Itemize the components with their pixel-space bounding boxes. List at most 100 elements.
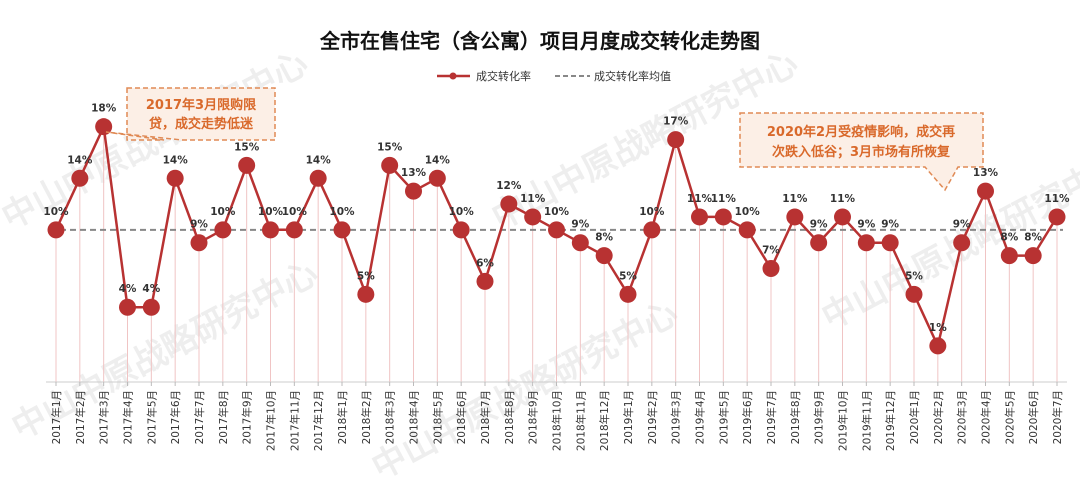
x-tick-label-4: 2017年4月 — [122, 390, 135, 444]
x-tick-label-7: 2017年7月 — [193, 390, 206, 444]
data-point-8 — [214, 221, 232, 239]
x-tick-label-21: 2018年9月 — [527, 390, 540, 444]
data-label-32: 11% — [782, 193, 808, 205]
x-tick-label-39: 2020年3月 — [956, 390, 969, 444]
x-tick-label-29: 2019年5月 — [717, 390, 730, 444]
x-tick-label-43: 2020年7月 — [1051, 390, 1064, 444]
data-label-5: 4% — [142, 283, 160, 295]
data-label-41: 8% — [1000, 232, 1018, 244]
data-label-38: 1% — [929, 322, 947, 334]
callout-2020-line1: 2020年2月受疫情影响，成交再 — [767, 124, 955, 140]
data-label-11: 10% — [282, 206, 308, 218]
data-label-43: 11% — [1044, 193, 1070, 205]
x-tick-labels: 2017年1月 2017年2月 2017年3月 2017年4月 2017年5月 2017年… — [50, 390, 1064, 451]
data-label-2: 14% — [67, 154, 93, 166]
data-point-15 — [381, 156, 399, 174]
data-label-22: 10% — [544, 206, 570, 218]
legend: 成交转化率 成交转化率均值 — [437, 69, 671, 83]
data-point-38 — [929, 337, 947, 355]
data-label-42: 8% — [1024, 232, 1042, 244]
x-tick-label-6: 2017年6月 — [169, 390, 182, 444]
data-label-34: 11% — [830, 193, 856, 205]
x-tick-label-3: 2017年3月 — [98, 390, 111, 444]
x-tick-label-35: 2019年11月 — [860, 390, 873, 451]
x-tick-label-11: 2017年11月 — [288, 390, 301, 451]
data-point-2 — [71, 169, 89, 187]
data-label-10: 10% — [258, 206, 284, 218]
data-label-9: 15% — [234, 141, 260, 153]
x-tick-label-9: 2017年9月 — [241, 390, 254, 444]
data-label-35: 9% — [857, 219, 875, 231]
data-label-18: 10% — [449, 206, 475, 218]
data-point-14 — [357, 285, 375, 303]
data-point-9 — [238, 156, 256, 174]
data-point-23 — [571, 234, 589, 252]
x-tick-label-36: 2019年12月 — [884, 390, 897, 451]
data-point-19 — [476, 272, 494, 290]
data-label-8: 10% — [210, 206, 236, 218]
data-point-32 — [786, 208, 804, 226]
data-label-14: 5% — [357, 270, 375, 282]
data-point-11 — [285, 221, 303, 239]
data-point-26 — [643, 221, 661, 239]
data-label-21: 11% — [520, 193, 546, 205]
data-point-7 — [190, 234, 208, 252]
data-label-6: 14% — [163, 154, 189, 166]
data-label-3: 18% — [91, 103, 117, 115]
data-label-31: 7% — [762, 245, 780, 257]
x-axis — [46, 381, 1067, 386]
data-label-13: 10% — [329, 206, 355, 218]
data-point-5 — [142, 298, 160, 316]
x-tick-label-14: 2018年2月 — [360, 390, 373, 444]
x-tick-label-32: 2019年8月 — [789, 390, 802, 444]
callout-2017-line1: 2017年3月限购限 — [146, 97, 257, 113]
data-point-42 — [1024, 247, 1042, 265]
data-point-27 — [667, 131, 685, 149]
x-tick-label-42: 2020年6月 — [1027, 390, 1040, 444]
data-point-3 — [95, 118, 113, 136]
data-point-33 — [810, 234, 828, 252]
data-point-18 — [452, 221, 470, 239]
x-tick-label-26: 2019年2月 — [646, 390, 659, 444]
x-tick-label-30: 2019年6月 — [741, 390, 754, 444]
data-label-12: 14% — [306, 154, 332, 166]
data-point-36 — [881, 234, 899, 252]
x-tick-label-1: 2017年1月 — [50, 390, 63, 444]
data-point-13 — [333, 221, 351, 239]
data-point-21 — [524, 208, 542, 226]
data-labels: 10%14%18%4% 4%14%9%10%15%10%10%14%10%5%15… — [43, 103, 1070, 334]
x-tick-label-40: 2020年4月 — [980, 390, 993, 444]
data-label-25: 5% — [619, 270, 637, 282]
droplines — [55, 126, 1058, 382]
x-tick-label-5: 2017年5月 — [145, 390, 158, 444]
chart-title: 全市在售住宅（含公寓）项目月度成交转化走势图 — [319, 29, 760, 53]
data-point-24 — [595, 247, 613, 265]
callout-2017-line2: 贷，成交走势低迷 — [149, 116, 254, 132]
x-tick-label-13: 2018年1月 — [336, 390, 349, 444]
data-label-36: 9% — [881, 219, 899, 231]
data-points — [47, 118, 1066, 355]
data-label-28: 11% — [687, 193, 713, 205]
legend-label-rate: 成交转化率 — [476, 69, 531, 83]
data-label-24: 8% — [595, 232, 613, 244]
data-label-17: 14% — [425, 154, 451, 166]
data-label-33: 9% — [810, 219, 828, 231]
data-point-29 — [714, 208, 732, 226]
data-label-16: 13% — [401, 167, 427, 179]
legend-marker-swatch — [449, 72, 457, 80]
data-point-40 — [977, 182, 994, 200]
data-point-4 — [119, 298, 136, 316]
data-label-27: 17% — [663, 116, 689, 128]
data-point-1 — [47, 221, 65, 239]
callout-2020: 2020年2月受疫情影响，成交再 次跌入低谷；3月市场有所恢复 — [739, 112, 984, 192]
data-label-39: 9% — [953, 219, 971, 231]
data-point-10 — [262, 221, 279, 239]
data-label-15: 15% — [377, 141, 403, 153]
x-tick-label-19: 2018年7月 — [479, 390, 492, 444]
data-label-37: 5% — [905, 270, 923, 282]
callout-2020-box — [739, 112, 984, 192]
x-tick-label-38: 2020年2月 — [932, 390, 945, 444]
data-point-12 — [309, 169, 327, 187]
legend-label-mean: 成交转化率均值 — [594, 69, 671, 83]
